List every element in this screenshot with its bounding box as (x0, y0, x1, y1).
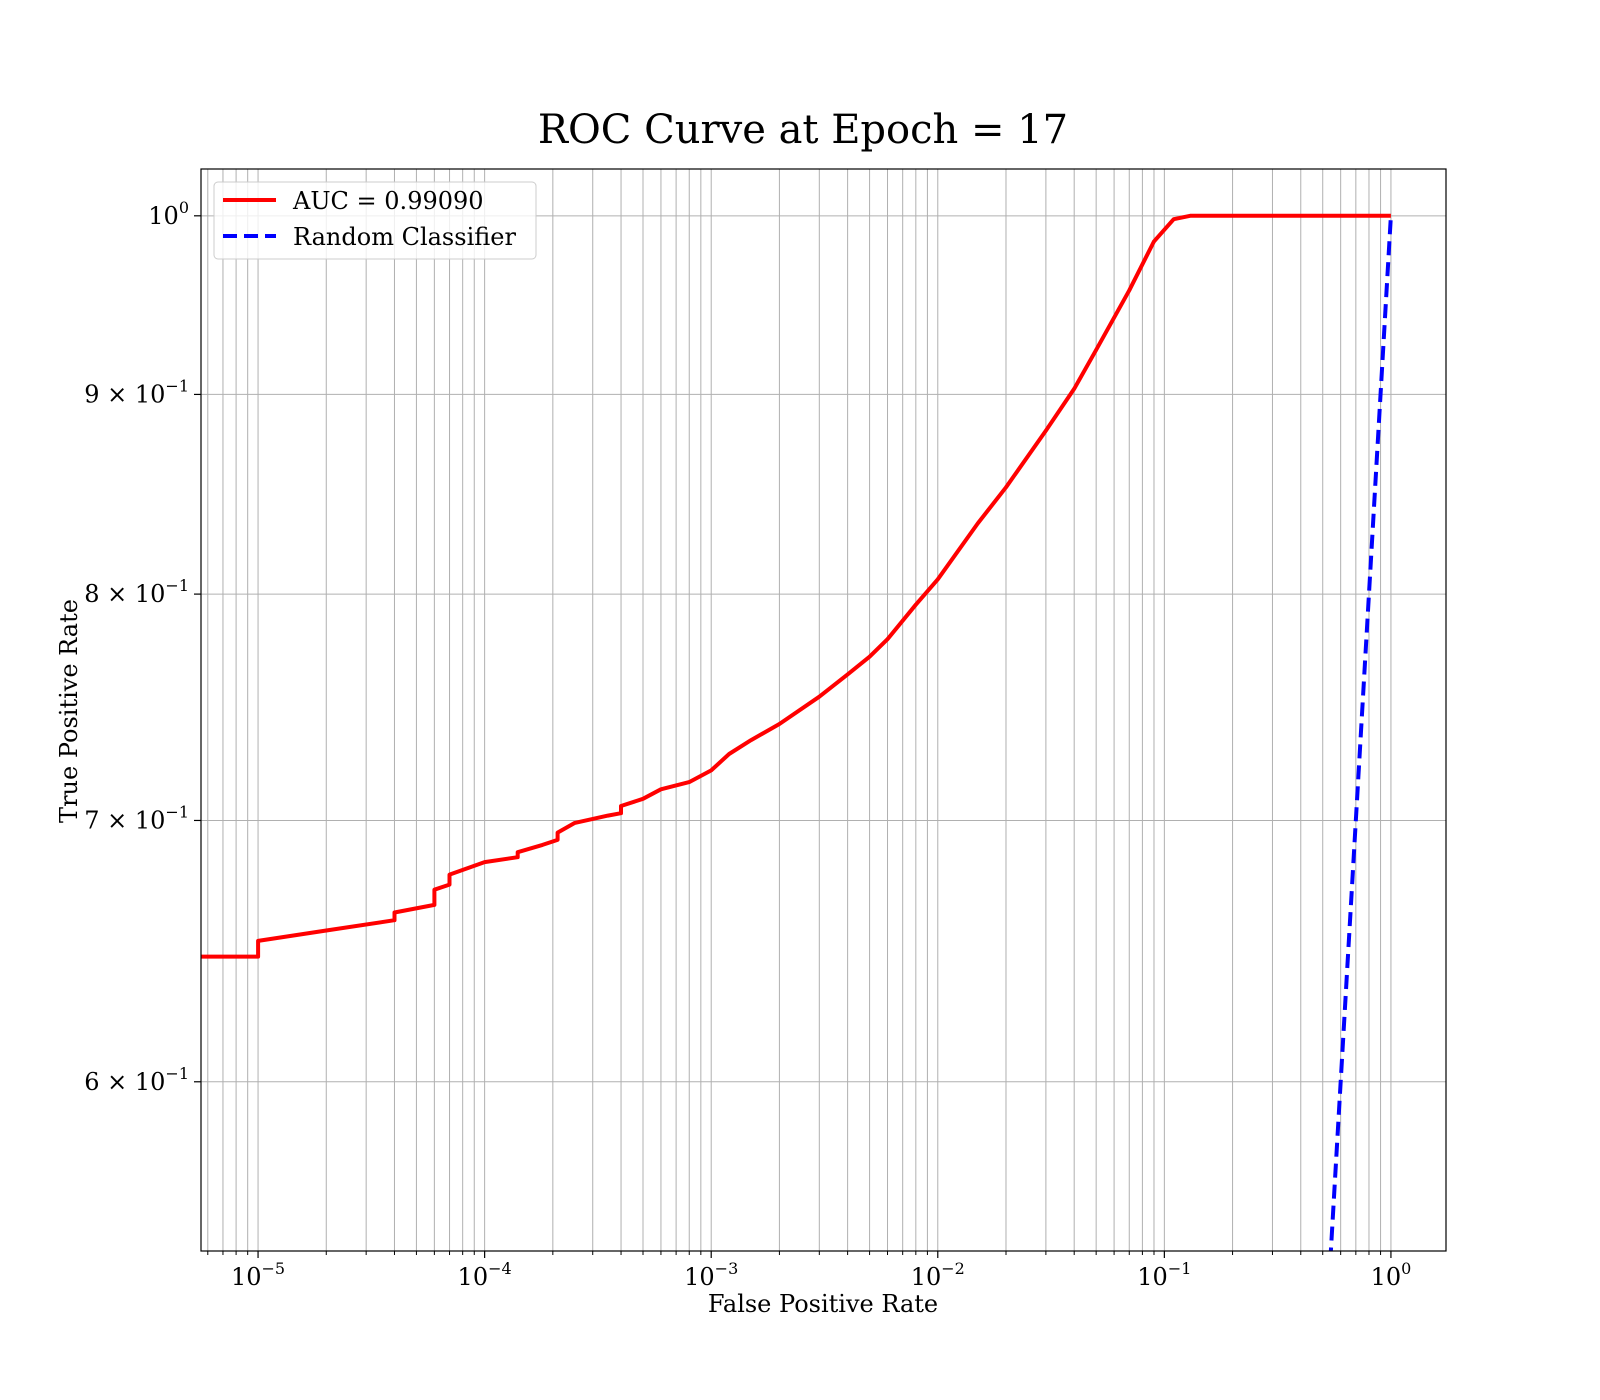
x-tick-label: 10−2 (911, 1259, 965, 1291)
x-tick-label: 10−3 (684, 1259, 738, 1291)
chart-title: ROC Curve at Epoch = 17 (538, 107, 1068, 153)
legend-label-random: Random Classifier (293, 223, 516, 251)
grid-lines (201, 169, 1446, 1251)
y-tick-label: 100 (148, 198, 189, 230)
x-tick-label: 10−5 (231, 1259, 285, 1291)
y-tick-label: 6 × 10−1 (84, 1064, 189, 1096)
x-tick-label: 100 (1371, 1259, 1412, 1291)
legend-label-auc: AUC = 0.99090 (292, 187, 484, 215)
roc-curve-line (201, 213, 1391, 959)
y-axis-label: True Positive Rate (55, 599, 83, 823)
x-tick-label: 10−1 (1137, 1259, 1191, 1291)
y-tick-label: 8 × 10−1 (84, 576, 189, 608)
legend-box (213, 181, 537, 260)
y-tick-label: 9 × 10−1 (84, 376, 189, 408)
x-axis-label: False Positive Rate (708, 1290, 938, 1318)
plot-frame (200, 168, 1447, 1252)
axis-ticks: 10−5 10−4 10−3 10−2 10−1 100 100 9 × 10−1 8 × 10… (84, 198, 1411, 1291)
x-tick-label: 10−4 (458, 1259, 512, 1291)
y-tick-label: 7 × 10−1 (84, 802, 189, 834)
legend: AUC = 0.99090 Random Classifier (213, 181, 537, 260)
random-classifier-line (1328, 215, 1393, 1251)
data-series (201, 213, 1393, 1251)
